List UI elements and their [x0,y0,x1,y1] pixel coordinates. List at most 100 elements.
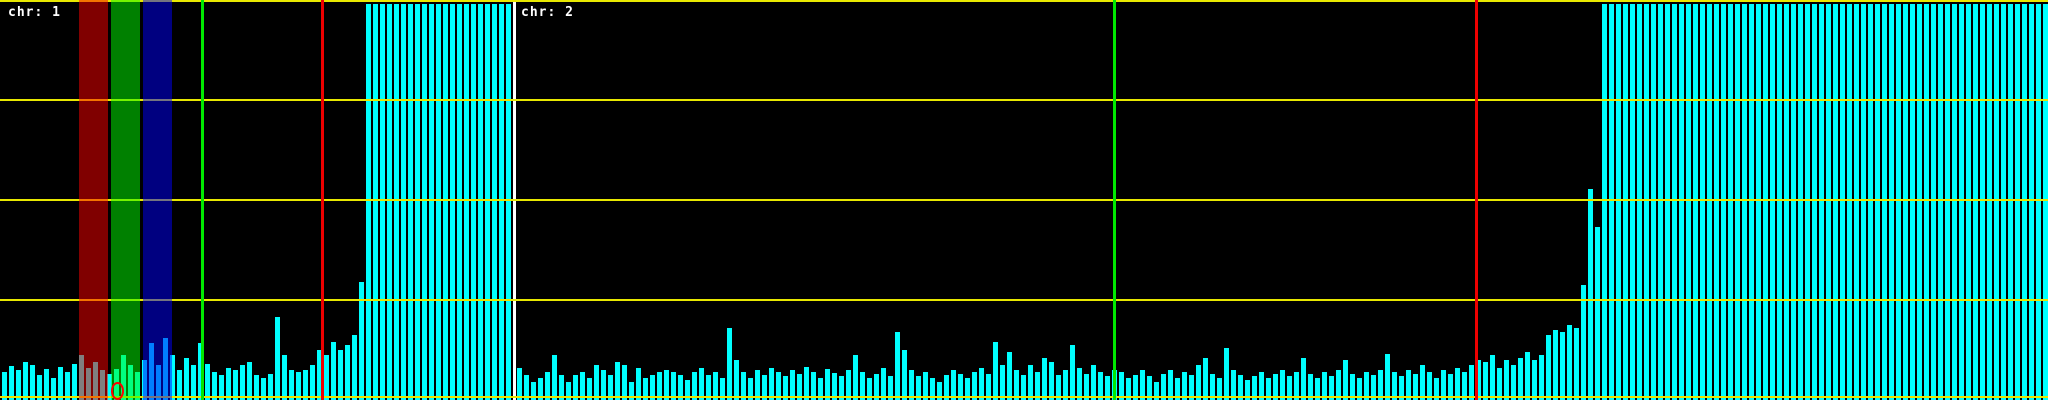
coverage-bar [1224,348,1229,400]
coverage-bar [387,4,392,400]
coverage-bar [23,362,28,400]
coverage-bar [2015,4,2020,400]
coverage-bar [1763,4,1768,400]
coverage-bar [1259,372,1264,400]
coverage-bar [240,365,245,400]
coverage-bar [951,370,956,400]
coverage-bar [1399,376,1404,400]
coverage-bar [1084,374,1089,400]
coverage-bar [478,4,483,400]
coverage-bar [1021,375,1026,400]
coverage-bar [226,368,231,400]
coverage-bar [867,378,872,400]
coverage-bar [720,378,725,400]
coverage-bar [1175,378,1180,400]
coverage-bar [1035,372,1040,400]
coverage-bar [310,365,315,400]
coverage-bar [485,4,490,400]
red-ellipse-marker[interactable] [111,382,124,400]
coverage-bar [233,370,238,400]
coverage-bar [853,355,858,400]
coverage-bar [1273,374,1278,400]
coverage-bar [1616,4,1621,400]
coverage-bar [1546,335,1551,400]
coverage-bar [1357,378,1362,400]
coverage-bar [1609,4,1614,400]
coverage-bar [1427,372,1432,400]
coverage-bar [317,350,322,400]
coverage-bar [436,4,441,400]
coverage-bar [1434,378,1439,400]
coverage-bar [769,368,774,400]
red-marker-line[interactable] [1475,0,1478,400]
coverage-bar [636,368,641,400]
annotation-band-red [79,0,108,400]
coverage-bar [464,4,469,400]
coverage-bar [1266,378,1271,400]
coverage-bar [839,376,844,400]
coverage-bar [902,350,907,400]
coverage-bar [1700,4,1705,400]
coverage-bar [177,370,182,400]
coverage-bar [1007,352,1012,400]
coverage-bar [685,380,690,400]
coverage-bar [1252,376,1257,400]
coverage-bar [2029,4,2034,400]
coverage-bar [2043,4,2048,400]
coverage-bar [1056,375,1061,400]
coverage-bar [1455,368,1460,400]
coverage-bar [1378,370,1383,400]
coverage-bar [797,374,802,400]
coverage-bar [261,378,266,400]
coverage-bar [979,368,984,400]
coverage-bar [1784,4,1789,400]
annotation-band-blue [143,0,172,400]
coverage-bar [1931,4,1936,400]
coverage-bar [1371,375,1376,400]
coverage-bar [587,378,592,400]
coverage-bar [895,332,900,400]
coverage-bar [1693,4,1698,400]
coverage-bar [531,382,536,400]
coverage-bar [1819,4,1824,400]
coverage-bar [1735,4,1740,400]
coverage-bar [580,372,585,400]
coverage-bar [643,378,648,400]
coverage-bar [1154,382,1159,400]
coverage-bar [1924,4,1929,400]
gridline [0,199,2048,201]
coverage-bar [559,375,564,400]
coverage-bar [1126,378,1131,400]
coverage-bar [1917,4,1922,400]
coverage-bar [1896,4,1901,400]
coverage-bar [1301,358,1306,400]
red-marker-line[interactable] [321,0,324,400]
coverage-bar [1644,4,1649,400]
coverage-bar [212,372,217,400]
coverage-bar [1448,374,1453,400]
green-marker-line[interactable] [1113,0,1116,400]
coverage-bar [1406,370,1411,400]
coverage-bar [1476,360,1481,400]
coverage-bar [450,4,455,400]
coverage-bar [993,342,998,400]
coverage-bar [72,364,77,400]
coverage-bar [1238,375,1243,400]
coverage-bar [345,345,350,400]
coverage-bar [1217,378,1222,400]
coverage-bar [1504,360,1509,400]
coverage-bar [1469,365,1474,400]
green-marker-line[interactable] [201,0,204,400]
coverage-bar [657,372,662,400]
coverage-bar [776,372,781,400]
coverage-bar [51,378,56,400]
coverage-bar [1630,4,1635,400]
coverage-bar [1560,332,1565,400]
coverage-bar [1364,372,1369,400]
coverage-bar [1063,370,1068,400]
coverage-bar [275,317,280,400]
coverage-bar [1770,4,1775,400]
coverage-bar [1462,372,1467,400]
coverage-bar [1105,376,1110,400]
